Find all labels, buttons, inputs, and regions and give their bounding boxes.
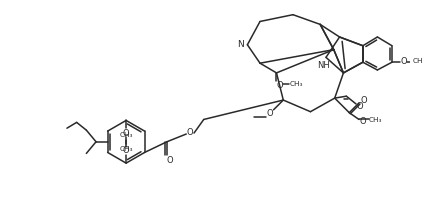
Text: CH₃: CH₃	[119, 146, 133, 152]
Text: O: O	[167, 156, 173, 165]
Text: CH₃: CH₃	[369, 118, 382, 123]
Text: O: O	[360, 95, 367, 105]
Text: O: O	[123, 129, 129, 137]
Text: O: O	[187, 128, 193, 136]
Text: O: O	[357, 102, 363, 111]
Text: NH: NH	[317, 61, 330, 70]
Text: CH₃: CH₃	[290, 81, 304, 86]
Text: O: O	[400, 57, 407, 66]
Text: O: O	[123, 146, 129, 155]
Text: O: O	[266, 109, 273, 118]
Text: CH₃: CH₃	[119, 132, 133, 138]
Text: O: O	[360, 117, 366, 126]
Text: CH₃: CH₃	[412, 58, 423, 64]
Text: O: O	[276, 81, 283, 90]
Text: N: N	[237, 40, 244, 49]
